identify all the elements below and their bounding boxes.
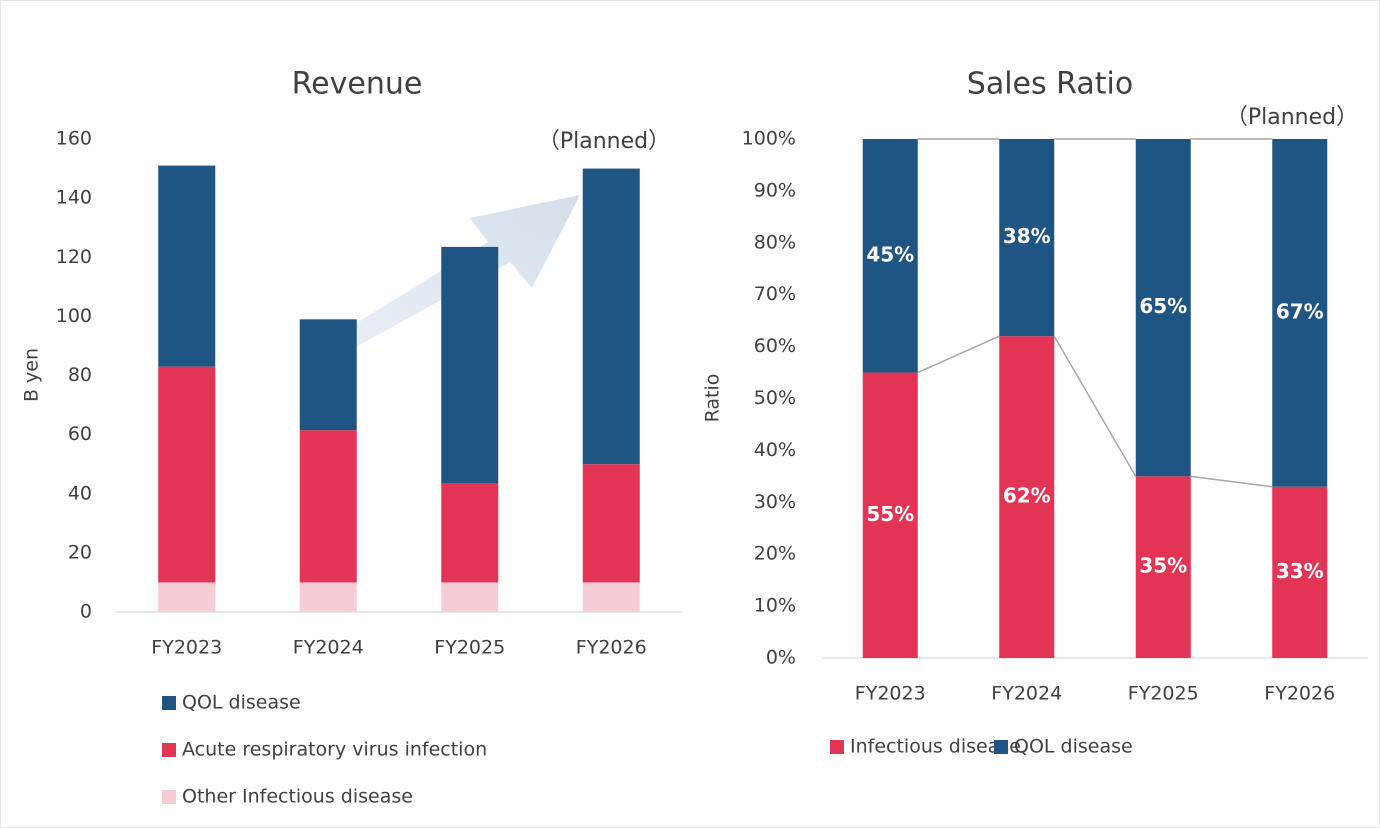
y-tick-label: 100% [742,128,796,150]
y-tick-label: 60% [754,335,796,357]
y-tick-label: 40% [754,439,796,461]
legend-swatch [994,740,1008,754]
legend-swatch [830,740,844,754]
connector-line [1190,475,1273,488]
bar-segment [299,582,357,612]
legend-swatch [162,743,176,757]
y-tick-label: 0 [80,601,92,623]
bar-segment [999,336,1055,658]
bar-segment [299,430,357,583]
bar-segment [582,582,640,612]
bar-segment [582,464,640,583]
y-axis-label: B yen [21,348,43,402]
data-label: 38% [1003,224,1051,248]
x-tick-label: FY2024 [293,637,364,659]
y-tick-label: 140 [56,187,92,209]
y-tick-label: 10% [754,595,796,617]
data-label: 67% [1276,299,1324,323]
connector-line [917,335,1000,374]
y-tick-label: 20% [754,543,796,565]
chart-title: Sales Ratio [967,67,1133,102]
y-tick-label: 80% [754,231,796,253]
y-tick-label: 30% [754,491,796,513]
x-tick-label: FY2023 [151,637,222,659]
x-tick-label: FY2026 [576,637,647,659]
bar-segment [158,165,216,367]
data-label: 33% [1276,559,1324,583]
bar-segment [999,139,1055,337]
legend-label: QOL disease [182,692,301,714]
connector-line [1053,335,1137,477]
data-label: 45% [866,242,914,266]
annotation: （Planned） [538,129,670,154]
data-label: 55% [866,502,914,526]
y-tick-label: 20 [68,541,92,563]
legend-swatch [162,790,176,804]
bar-segment [582,168,640,465]
y-tick-label: 50% [754,387,796,409]
legend-label: Acute respiratory virus infection [182,739,487,761]
y-tick-label: 70% [754,283,796,305]
chart-title: Revenue [292,67,423,102]
bar-segment [1272,486,1328,658]
x-tick-label: FY2025 [1128,683,1199,705]
data-label: 62% [1003,484,1051,508]
bar-segment [1135,139,1191,477]
y-tick-label: 80 [68,364,92,386]
legend-label: QOL disease [1014,736,1133,758]
bar-segment [441,483,499,583]
bar-segment [441,246,499,484]
x-tick-label: FY2023 [855,683,926,705]
data-label: 35% [1139,554,1187,578]
y-tick-label: 0% [766,647,796,669]
y-tick-label: 40 [68,482,92,504]
bar-segment [1272,139,1328,487]
y-tick-label: 60 [68,423,92,445]
x-tick-label: FY2024 [991,683,1062,705]
x-tick-label: FY2026 [1264,683,1335,705]
bar-segment [441,582,499,612]
bar-segment [862,139,918,373]
y-axis-label: Ratio [702,374,724,423]
bar-segment [862,372,918,658]
y-tick-label: 100 [56,305,92,327]
y-tick-label: 160 [56,128,92,150]
legend-swatch [162,696,176,710]
bar-segment [1135,476,1191,658]
y-tick-label: 120 [56,246,92,268]
bar-segment [158,582,216,612]
bar-segment [158,366,216,583]
legend-label: Infectious disease [850,736,1021,758]
annotation: （Planned） [1226,105,1358,130]
data-label: 65% [1139,294,1187,318]
y-tick-label: 90% [754,179,796,201]
x-tick-label: FY2025 [434,637,505,659]
bar-segment [299,319,357,431]
legend-label: Other Infectious disease [182,786,413,808]
